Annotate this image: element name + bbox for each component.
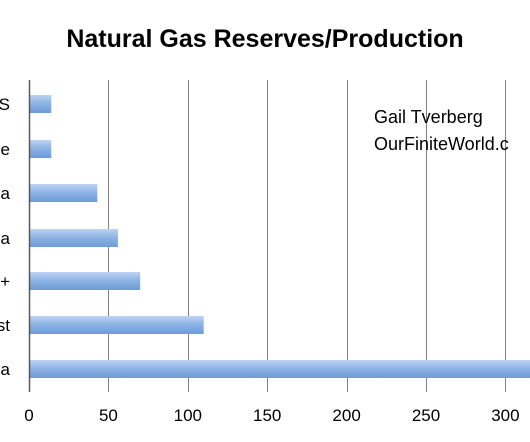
bar-2 [29,140,52,158]
bar-3 [29,184,98,202]
bar-1 [29,95,52,113]
annotation-site: OurFiniteWorld.c [374,134,509,154]
category-labels: Se a a + st a [0,95,11,379]
category-label-5: + [0,272,10,291]
bars [29,95,530,378]
x-tick-0: 0 [24,406,33,425]
bar-5 [29,272,141,290]
bar-7 [29,360,530,378]
category-label-3: a [1,184,11,203]
category-label-2: e [1,140,10,159]
x-tick-300: 300 [491,406,519,425]
x-tick-200: 200 [332,406,360,425]
category-label-1: S [0,95,10,114]
gridlines [108,80,506,392]
bar-4 [29,229,118,247]
bar-6 [29,316,204,334]
category-label-6: st [0,316,10,335]
x-tick-150: 150 [253,406,281,425]
category-label-4: a [1,229,11,248]
x-tick-labels: 0 50 100 150 200 250 300 [24,406,519,425]
chart-title: Natural Gas Reserves/Production [66,25,463,53]
x-tick-250: 250 [412,406,440,425]
x-tick-50: 50 [99,406,118,425]
x-tick-100: 100 [174,406,202,425]
annotation-author: Gail Tverberg [374,107,483,127]
category-label-7: a [1,360,11,379]
